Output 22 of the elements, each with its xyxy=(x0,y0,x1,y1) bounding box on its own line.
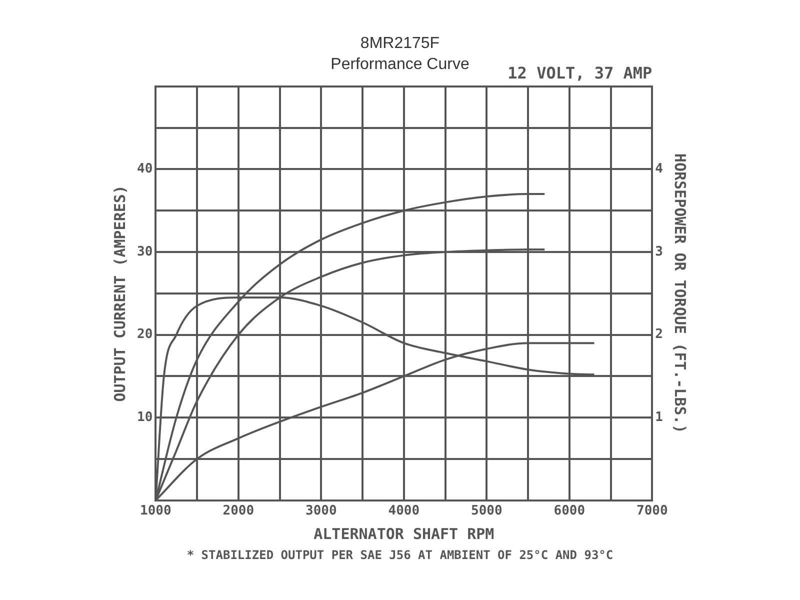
x-tick-label: 5000 xyxy=(471,504,502,519)
x-tick-label: 3000 xyxy=(306,504,337,519)
text: * STABILIZED OUTPUT PER SAE J56 AT AMBIENT OF 25°C AND 93°C xyxy=(186,548,614,562)
y2-tick-label: 4 xyxy=(655,162,664,177)
text: 12 VOLT, 37 AMP xyxy=(508,64,652,83)
y2-tick-label: 3 xyxy=(655,244,663,260)
chart-title: 8MR2175F xyxy=(360,35,440,52)
chart-subtitle: Performance Curve xyxy=(330,56,470,74)
y2-tick-label: 2 xyxy=(655,327,663,342)
x-tick-label: 2000 xyxy=(222,504,254,519)
y2-axis-title: HORSEPOWER OR TORQUE (FT.-LBS.) xyxy=(671,153,690,434)
x-tick-label: 7000 xyxy=(636,504,668,519)
y-tick-label: 30 xyxy=(136,244,153,260)
y-tick-label: 40 xyxy=(136,162,153,177)
x-tick-label: 4000 xyxy=(388,504,420,519)
y-tick-label: 20 xyxy=(136,327,153,342)
y2-tick-label: 1 xyxy=(655,410,664,425)
x-axis-title: ALTERNATOR SHAFT RPM xyxy=(314,524,494,543)
x-tick-label: 6000 xyxy=(554,504,586,519)
y-tick-label: 10 xyxy=(136,410,153,425)
x-tick-label: 1000 xyxy=(140,504,172,519)
y-axis-title: OUTPUT CURRENT (AMPERES) xyxy=(110,185,129,402)
